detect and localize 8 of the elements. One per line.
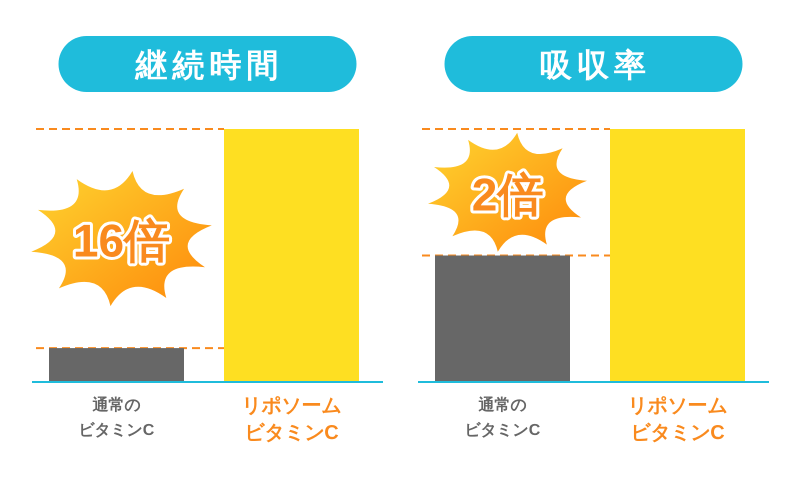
chart-title: 吸収率 — [540, 47, 651, 83]
x-tick-label: リポソームビタミンC — [628, 395, 728, 444]
annotation: 2倍 — [472, 168, 544, 220]
annotation: 16倍 — [72, 214, 170, 267]
chart-title: 継続時間 — [134, 47, 284, 83]
x-tick-label: 通常のビタミンC — [78, 396, 155, 439]
x-tick-label: リポソームビタミンC — [242, 395, 342, 444]
x-tick-label: 通常のビタミンC — [464, 396, 541, 439]
